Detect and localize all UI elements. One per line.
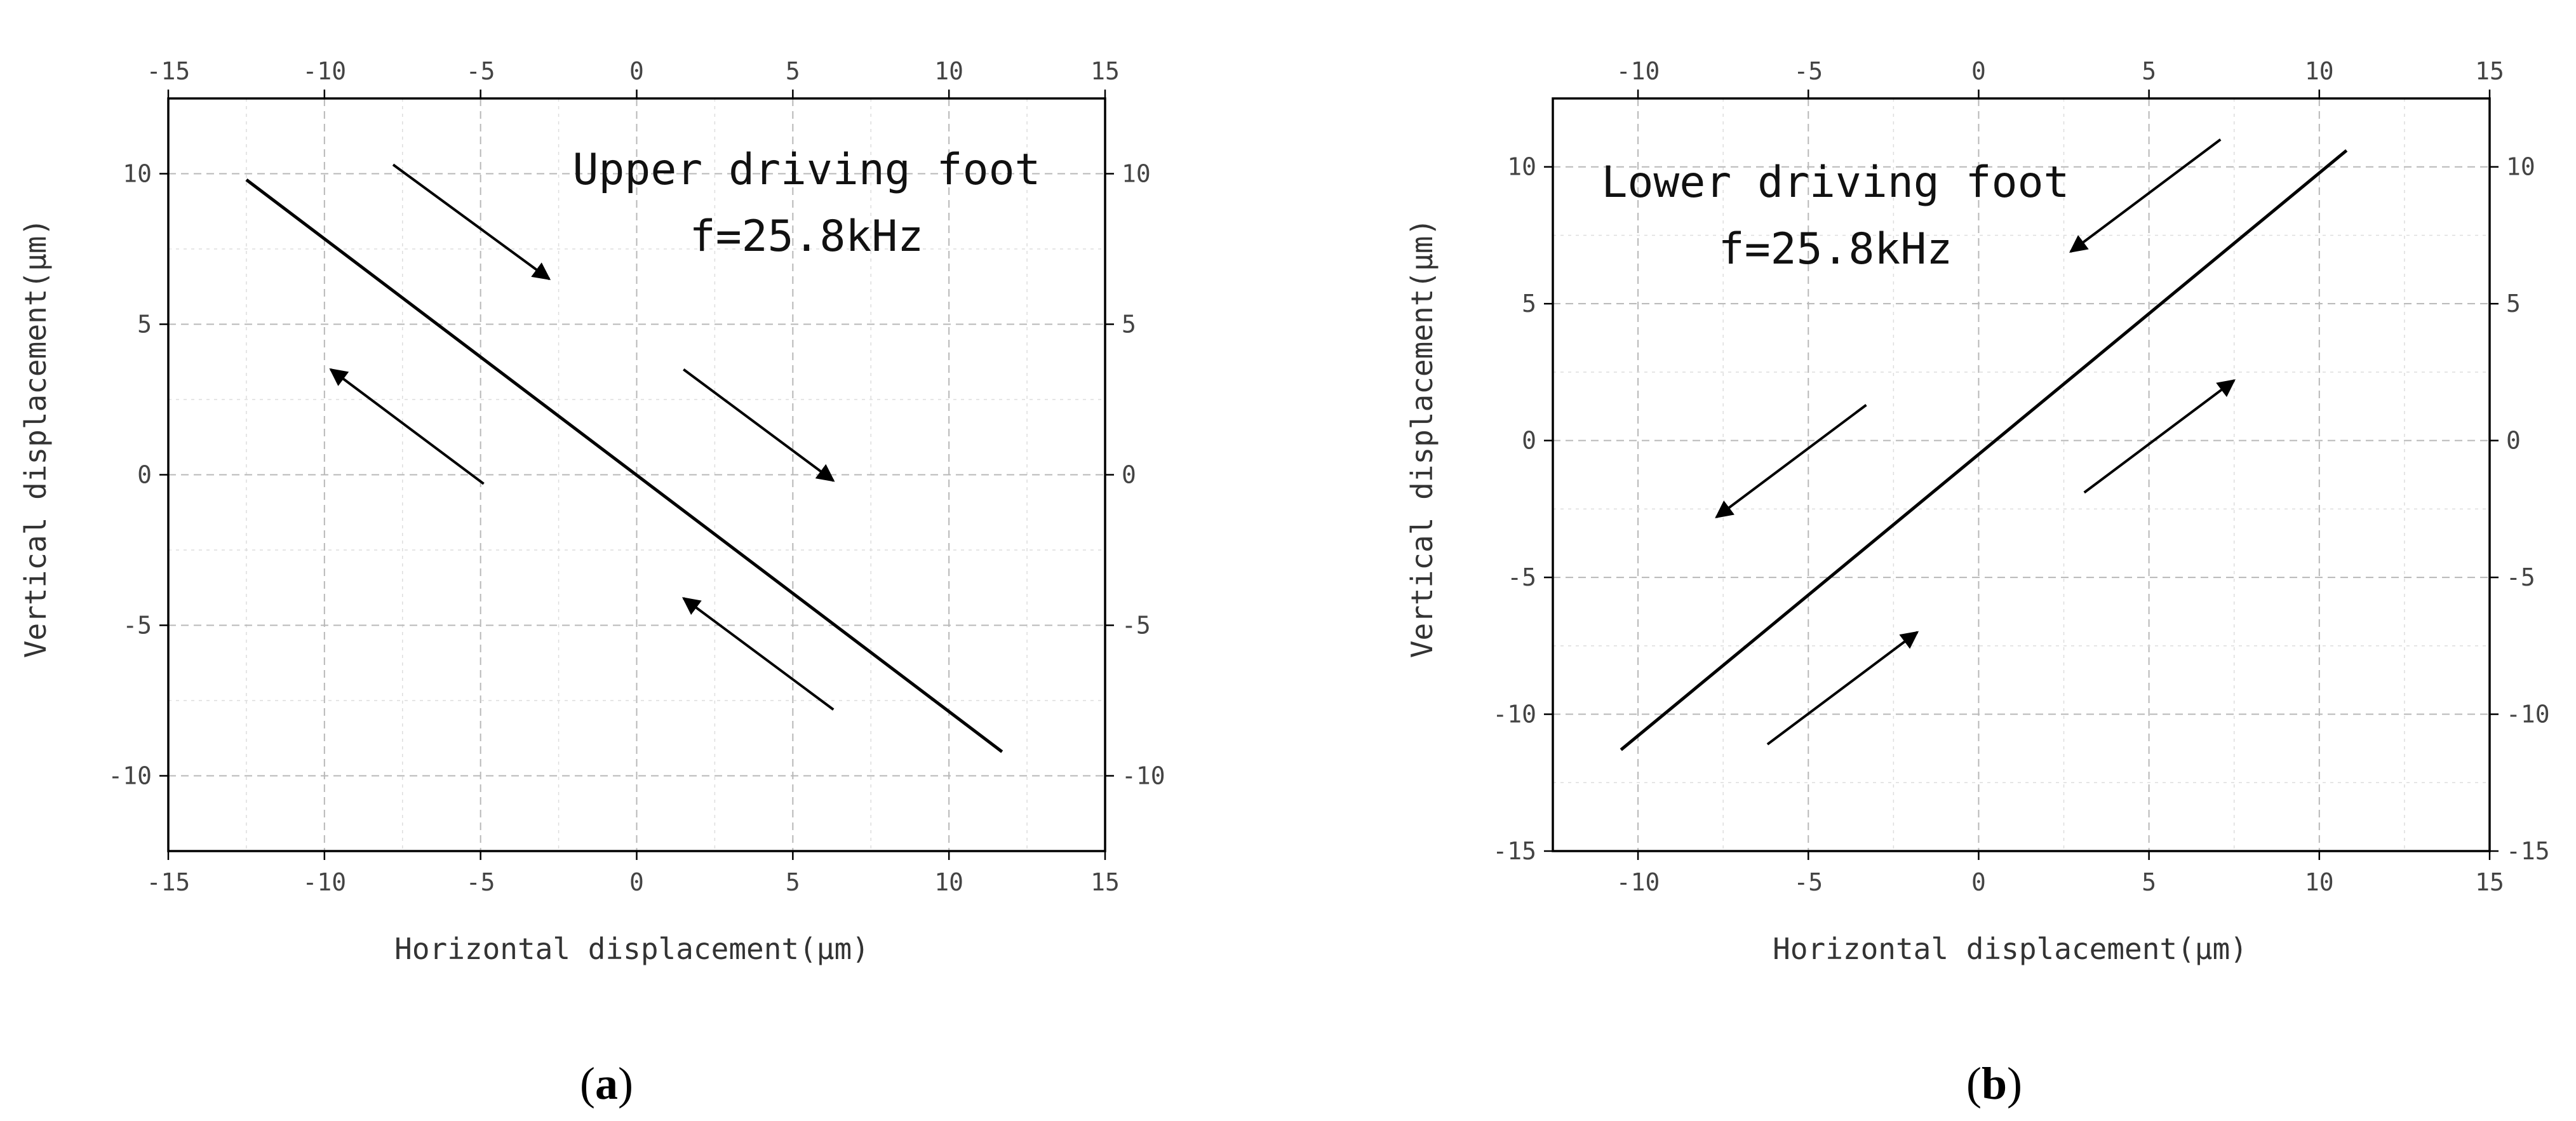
x-tick-label-bottom: 10 (2305, 868, 2334, 896)
y-axis-label-b: Vertical displacement(μm) (1405, 218, 1439, 658)
panel-label-a-letter: a (595, 1058, 618, 1109)
y-tick-label-right: -5 (1122, 612, 1151, 640)
x-tick-label-top: -10 (1616, 57, 1660, 85)
x-tick-label-bottom: -5 (466, 868, 495, 896)
annotation-frequency-b: f=25.8kHz (1719, 224, 1952, 274)
x-tick-label-bottom: 5 (2142, 868, 2156, 896)
y-tick-label-left: 0 (137, 461, 152, 489)
x-tick-label-top: 0 (629, 57, 644, 85)
y-tick-label-right: 5 (2506, 290, 2521, 318)
direction-arrow-a-2 (683, 368, 835, 482)
chart-panel-a: -15 -15 -10 -10 -5 -5 0 0 5 5 10 10 15 15 -10 -10 -5 -5 0 0… (18, 57, 1165, 1109)
x-tick-label-top: -5 (466, 57, 495, 85)
arrows-a (329, 163, 835, 711)
x-tick-label-bottom: 15 (2475, 868, 2504, 896)
direction-arrow-a-3 (682, 597, 835, 711)
panel-label-b-letter: b (1982, 1058, 2007, 1109)
y-tick-label-right: 0 (2506, 427, 2521, 455)
x-tick-label-top: 10 (2305, 57, 2334, 85)
x-tick-label-top: 15 (2475, 57, 2504, 85)
y-tick-label-right: 10 (2506, 153, 2535, 181)
direction-arrow-b-2 (1766, 631, 1919, 746)
y-tick-label-right: 0 (1122, 461, 1136, 489)
x-tick-label-bottom: 0 (629, 868, 644, 896)
direction-arrow-b-3 (2083, 379, 2236, 494)
y-tick-label-left: 0 (1522, 427, 1536, 455)
x-tick-label-top: 15 (1090, 57, 1120, 85)
x-tick-label-bottom: -5 (1794, 868, 1823, 896)
series-a (245, 178, 1003, 753)
direction-arrow-a-1 (329, 368, 485, 485)
panel-label-b: (b) (1966, 1058, 2022, 1109)
x-axis-label-b: Horizontal displacement(μm) (1773, 932, 2248, 966)
y-tick-label-right: -5 (2506, 563, 2535, 591)
y-tick-label-left: 10 (1507, 153, 1536, 181)
x-tick-label-bottom: 0 (1971, 868, 1986, 896)
x-tick-label-top: 10 (934, 57, 963, 85)
x-tick-label-bottom: -10 (303, 868, 347, 896)
x-tick-label-bottom: -10 (1616, 868, 1660, 896)
x-tick-label-top: 5 (786, 57, 800, 85)
y-axis-label-a: Vertical displacement(μm) (18, 218, 53, 658)
series-line-b-0 (1620, 149, 2348, 751)
direction-arrow-b-1 (1715, 404, 1867, 518)
x-tick-label-top: -5 (1794, 57, 1823, 85)
series-line-a-0 (245, 178, 1003, 753)
grid-a (168, 98, 1105, 851)
x-tick-label-top: -10 (303, 57, 347, 85)
annotation-frequency-a: f=25.8kHz (690, 211, 923, 262)
y-tick-label-right: -10 (1122, 762, 1165, 790)
y-tick-label-left: -15 (1493, 837, 1536, 865)
y-tick-label-left: 10 (123, 160, 152, 188)
grid-b (1553, 98, 2490, 851)
y-tick-label-left: -10 (108, 762, 152, 790)
y-tick-label-left: 5 (1522, 290, 1536, 318)
x-tick-label-bottom: 10 (934, 868, 963, 896)
y-tick-label-left: -5 (1507, 563, 1536, 591)
direction-arrow-b-0 (2069, 138, 2222, 253)
x-tick-label-top: -15 (147, 57, 191, 85)
y-tick-label-left: -10 (1493, 701, 1536, 728)
x-tick-label-top: 0 (1971, 57, 1986, 85)
annotation-title-b: Lower driving foot (1602, 158, 2070, 208)
y-tick-label-left: 5 (137, 311, 152, 339)
arrows-b (1715, 138, 2236, 746)
annotation-title-a: Upper driving foot (573, 145, 1041, 195)
y-tick-label-right: 5 (1122, 311, 1136, 339)
y-tick-label-right: -10 (2506, 701, 2550, 728)
x-tick-label-bottom: 5 (786, 868, 800, 896)
x-axis-label-a: Horizontal displacement(μm) (394, 932, 869, 966)
x-tick-label-bottom: -15 (147, 868, 191, 896)
series-b (1620, 149, 2348, 751)
x-tick-label-bottom: 15 (1090, 868, 1120, 896)
panel-label-a: (a) (580, 1058, 633, 1109)
y-tick-label-left: -5 (123, 612, 152, 640)
y-tick-label-right: -15 (2506, 837, 2550, 865)
x-tick-label-top: 5 (2142, 57, 2156, 85)
ticks-a: -15 -15 -10 -10 -5 -5 0 0 5 5 10 10 15 15 -10 -10 -5 -5 0 0… (108, 57, 1165, 896)
direction-arrow-a-0 (392, 163, 551, 281)
plot-frame-b (1552, 97, 2491, 852)
y-tick-label-right: 10 (1122, 160, 1151, 188)
